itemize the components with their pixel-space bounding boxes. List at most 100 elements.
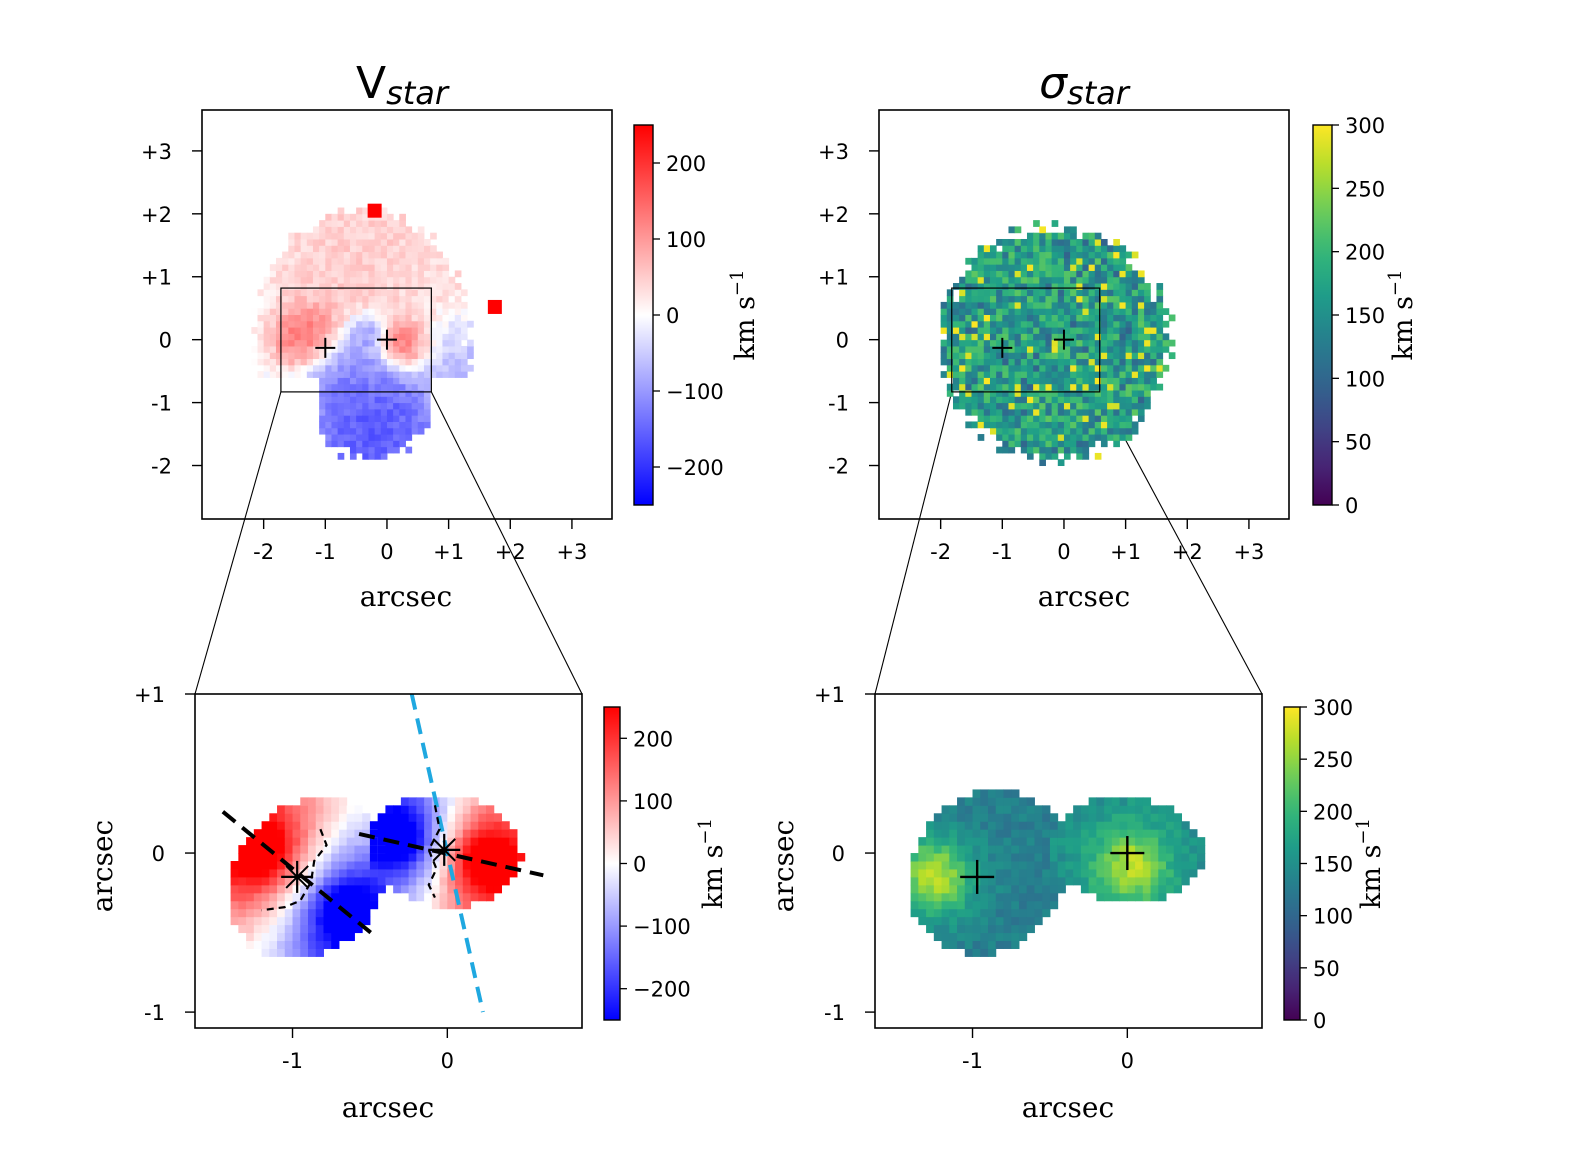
velocity-pixel [467,364,474,372]
dispersion-pixel [971,333,979,341]
dispersion-pixel [972,821,981,830]
velocity-pixel [354,821,363,830]
velocity-pixel [263,283,271,290]
dispersion-pixel [1057,440,1065,448]
dispersion-pixel [1119,427,1127,435]
velocity-pixel [393,396,400,404]
velocity-pixel [417,314,425,322]
dispersion-pixel [926,916,935,926]
dispersion-pixel [1100,251,1108,259]
colorbar-tick-label: 250 [1313,748,1353,772]
colorbar-label: km s−1 [695,818,729,909]
velocity-pixel [337,383,345,391]
velocity-pixel [408,813,417,822]
velocity-pixel [261,948,270,957]
velocity-pixel [331,427,339,435]
dispersion-pixel [1082,396,1090,404]
velocity-pixel [368,446,376,454]
dispersion-pixel [941,845,950,854]
velocity-pixel [338,813,348,822]
dispersion-pixel [1026,257,1034,265]
velocity-pixel [269,900,278,910]
dispersion-pixel [949,805,958,814]
dispersion-pixel [1003,821,1012,830]
velocity-pixel [424,837,433,846]
dispersion-pixel [1100,301,1108,309]
dispersion-pixel [1094,364,1102,372]
velocity-pixel [288,358,295,366]
dispersion-pixel [1111,868,1121,878]
dispersion-pixel [989,333,997,341]
dispersion-pixel [1082,446,1090,454]
dispersion-pixel [989,377,997,385]
dispersion-pixel [1076,383,1083,391]
dispersion-pixel [1070,283,1077,290]
dispersion-pixel [1119,301,1127,309]
colorbar-tick-label: −100 [666,380,724,404]
dispersion-pixel [1042,900,1051,910]
dispersion-pixel [1014,289,1022,297]
dispersion-pixel [996,345,1003,353]
dispersion-pixel [1107,301,1114,309]
velocity-pixel [337,213,345,221]
dispersion-pixel [1135,805,1144,814]
velocity-pixel [454,320,462,328]
velocity-pixel [455,837,464,846]
velocity-pixel [411,264,419,271]
dispersion-pixel [1026,868,1035,878]
velocity-pixel [405,308,413,315]
velocity-pixel [282,371,289,378]
velocity-pixel [470,876,479,886]
velocity-pixel [337,434,345,441]
dispersion-pixel [1045,377,1053,385]
dispersion-pixel [1100,408,1108,416]
velocity-pixel [325,421,332,429]
velocity-pixel [501,829,510,838]
dispersion-pixel [1088,238,1096,246]
dispersion-pixel [957,853,966,862]
velocity-pixel [230,861,239,870]
dispersion-pixel [1057,427,1065,435]
velocity-pixel [323,829,332,838]
dispersion-pixel [1033,352,1040,360]
velocity-pixel [238,916,247,926]
dispersion-pixel [1057,257,1065,265]
dispersion-pixel [1144,327,1151,334]
velocity-pixel [430,245,437,253]
velocity-pixel [369,837,379,846]
dispersion-pixel [996,251,1003,259]
dispersion-pixel [1168,339,1176,347]
dispersion-pixel [995,924,1004,934]
velocity-pixel [405,264,413,271]
dispersion-pixel [1113,333,1120,341]
velocity-pixel [405,364,413,372]
dispersion-pixel [1008,427,1016,435]
dispersion-pixel [1045,408,1053,416]
velocity-pixel [368,257,376,265]
velocity-pixel [300,884,309,894]
dispersion-pixel [1051,238,1059,246]
colorbar-gradient [603,706,621,1021]
dispersion-pixel [1104,845,1113,854]
velocity-pixel [315,940,324,949]
velocity-pixel [315,868,324,878]
velocity-pixel [288,314,295,322]
velocity-pixel [411,276,419,284]
dispersion-pixel [1113,402,1120,410]
dispersion-pixel [1181,853,1190,862]
dispersion-pixel [1042,884,1051,894]
dispersion-pixel [952,352,960,360]
velocity-pixel [349,339,357,347]
velocity-pixel [253,924,263,934]
velocity-pixel [288,251,295,259]
velocity-pixel [331,308,339,315]
dispersion-pixel [1088,251,1096,259]
x-tick-label: 0 [1121,1049,1134,1073]
dispersion-pixel [1063,415,1071,422]
dispersion-pixel [1162,308,1170,315]
velocity-pixel [405,333,413,341]
velocity-pixel [349,421,357,429]
dispersion-pixel [1033,390,1040,397]
dispersion-pixel [988,805,997,814]
